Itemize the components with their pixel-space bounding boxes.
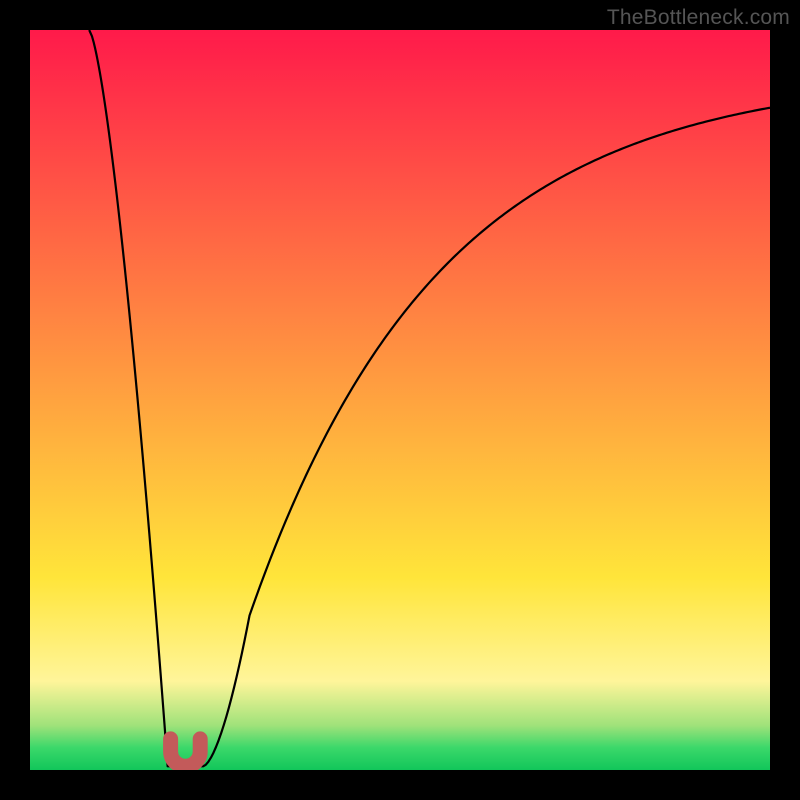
chart-container: TheBottleneck.com: [0, 0, 800, 800]
plot-area: [30, 30, 770, 770]
bottleneck-chart-svg: [30, 30, 770, 770]
gradient-background: [30, 30, 770, 770]
watermark-text: TheBottleneck.com: [607, 6, 790, 30]
